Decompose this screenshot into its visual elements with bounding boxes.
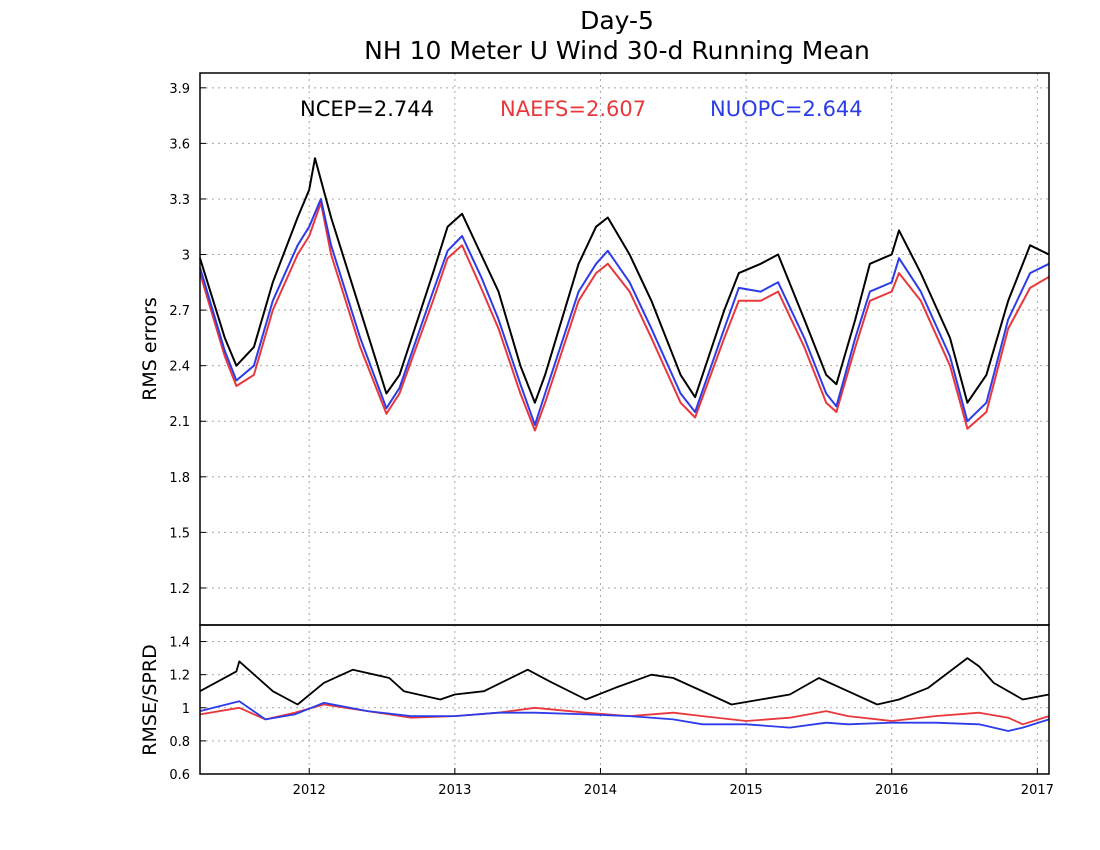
bottom-series-line-1 [199, 703, 1050, 726]
top-series-line-1 [199, 201, 1050, 432]
top-y-tick-label: 3.9 [169, 82, 190, 97]
top-y-tick-label: 2.7 [169, 304, 190, 319]
top-y-tick-labels: 1.2 1.5 1.8 2.1 2.4 2.7 3 3.3 3.6 3.9 [169, 82, 206, 597]
top-y-tick-label: 1.8 [169, 471, 190, 486]
bottom-plot-frame [199, 624, 1050, 775]
legend-naefs: NAEFS=2.607 [500, 97, 646, 121]
bottom-series-line-0 [199, 657, 1050, 706]
chart-title: Day-5 [580, 6, 654, 35]
top-plot-frame [199, 72, 1050, 626]
bottom-gridlines [200, 625, 1049, 775]
bottom-y-tick-label: 0.8 [169, 735, 190, 750]
top-y-tick-label: 1.5 [169, 526, 190, 541]
chart-subtitle: NH 10 Meter U Wind 30-d Running Mean [364, 36, 870, 65]
top-series-lines [199, 157, 1050, 432]
top-gridlines [200, 73, 1049, 625]
x-tick-label: 2013 [438, 783, 471, 798]
x-tick-labels: 2012 2013 2014 2015 2016 2017 [293, 768, 1054, 798]
top-y-tick-label: 3.3 [169, 193, 190, 208]
bottom-series-line-2 [199, 700, 1050, 732]
top-y-tick-label: 2.4 [169, 360, 190, 375]
x-tick-label: 2017 [1021, 783, 1054, 798]
bottom-y-tick-label: 0.6 [169, 768, 190, 783]
bottom-y-tick-label: 1.4 [169, 636, 190, 651]
x-tick-label: 2014 [584, 783, 617, 798]
top-y-axis-label: RMS errors [139, 297, 161, 401]
bottom-y-tick-label: 1.2 [169, 669, 190, 684]
x-tick-label: 2015 [730, 783, 763, 798]
top-y-tick-label: 2.1 [169, 415, 190, 430]
top-series-line-0 [199, 157, 1050, 404]
legend-nuopc: NUOPC=2.644 [710, 97, 863, 121]
x-tick-label: 2016 [875, 783, 908, 798]
top-y-tick-label: 3 [182, 249, 190, 264]
top-series-line-2 [199, 198, 1050, 426]
top-y-tick-label: 1.2 [169, 582, 190, 597]
legend-ncep: NCEP=2.744 [300, 97, 434, 121]
top-y-tick-label: 3.6 [169, 137, 190, 152]
bottom-series-lines [199, 657, 1050, 732]
top-panel: 1.21.51.82.12.42.733.33.63.9 RMS errors … [139, 72, 1050, 626]
bottom-y-tick-label: 1 [182, 702, 190, 717]
bottom-y-tick-labels: 0.6 0.8 1 1.2 1.4 [169, 636, 206, 783]
bottom-panel: 0.6 0.8 1 1.2 1.4 2012 2013 2014 2015 2016 2017 R… [139, 624, 1054, 798]
bottom-y-axis-label: RMSE/SPRD [139, 644, 161, 755]
x-tick-label: 2012 [293, 783, 326, 798]
